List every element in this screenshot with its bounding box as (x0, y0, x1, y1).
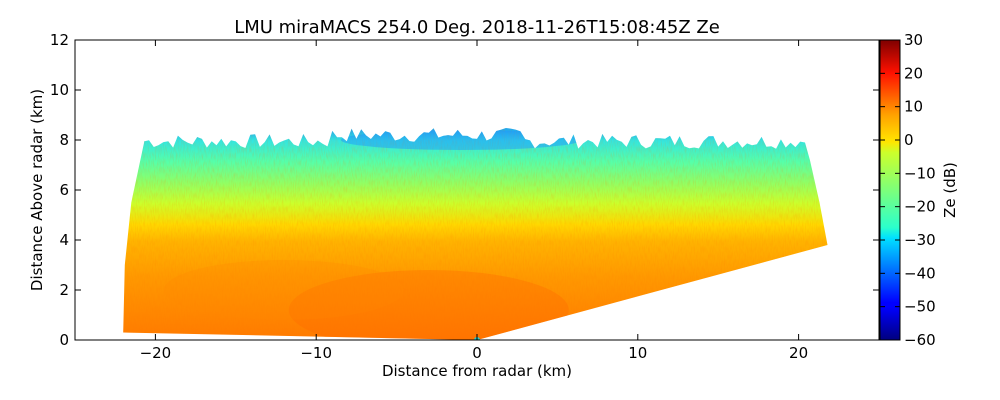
y-tick-label: 10 (50, 81, 69, 99)
x-tick-label: 10 (628, 344, 647, 362)
x-tick-label: 0 (472, 344, 482, 362)
echo-band (164, 260, 405, 320)
echo-texture (123, 128, 828, 340)
x-tick-label: −20 (140, 344, 172, 362)
colorbar-tick-label: −20 (904, 198, 936, 216)
colorbar-tick-label: −10 (904, 164, 936, 182)
x-tick-label: −10 (300, 344, 332, 362)
x-tick-label: 20 (789, 344, 808, 362)
x-axis-label: Distance from radar (km) (382, 362, 572, 380)
y-tick-label: 0 (59, 331, 69, 349)
y-tick-label: 12 (50, 31, 69, 49)
y-axis-label: Distance Above radar (km) (28, 89, 46, 291)
colorbar-tick-label: 0 (904, 131, 914, 149)
x-axis: −20 −10 0 10 20 (140, 40, 808, 362)
colorbar-axis: 30 20 10 0 −10 −20 −30 −40 −50 −60 (880, 31, 936, 349)
colorbar-tick-label: 10 (904, 98, 923, 116)
colorbar-tick-label: −30 (904, 231, 936, 249)
y-tick-label: 4 (59, 231, 69, 249)
colorbar-tick-label: 20 (904, 64, 923, 82)
echo-top-band (340, 130, 581, 150)
echo-core (288, 270, 569, 340)
y-tick-label: 6 (59, 181, 69, 199)
colorbar-tick-label: −50 (904, 298, 936, 316)
colorbar-tick-label: −60 (904, 331, 936, 349)
chart-title: LMU miraMACS 254.0 Deg. 2018-11-26T15:08… (234, 17, 720, 38)
radar-echo-field (123, 128, 828, 340)
colorbar (879, 39, 901, 341)
colorbar-tick-label: −40 (904, 264, 936, 282)
y-tick-label: 8 (59, 131, 69, 149)
colorbar-tick-label: 30 (904, 31, 923, 49)
y-axis: 0 2 4 6 8 10 12 (50, 31, 879, 349)
colorbar-label: Ze (dB) (941, 162, 959, 218)
y-tick-label: 2 (59, 281, 69, 299)
